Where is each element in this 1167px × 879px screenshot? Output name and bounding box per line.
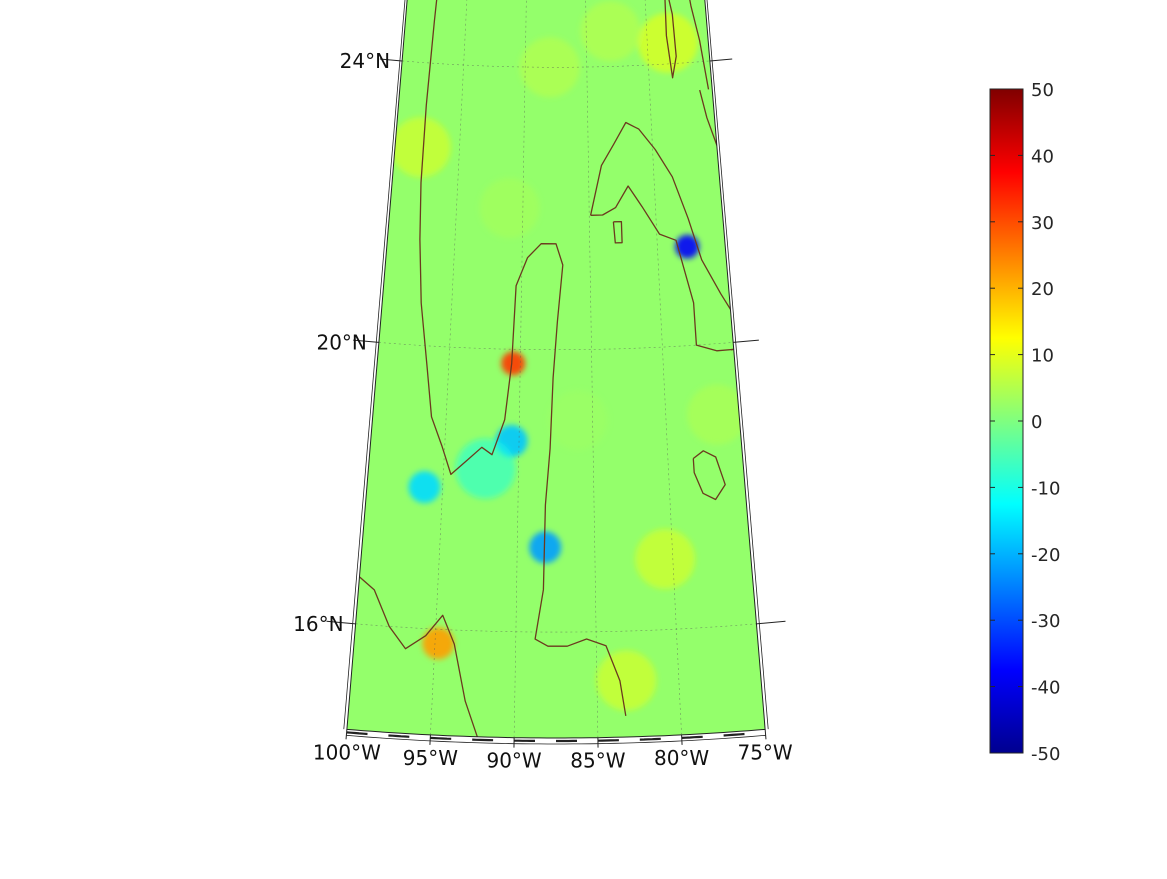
field-anomaly xyxy=(480,178,540,238)
lon-tick-label: 100°W xyxy=(313,740,381,764)
field-anomaly xyxy=(687,385,747,445)
field-anomaly xyxy=(456,439,516,499)
lat-tick-label: 24°N xyxy=(340,49,390,73)
frame-segment xyxy=(388,736,409,737)
colorbar-tick-label: -30 xyxy=(1031,611,1060,632)
colorbar-tick-label: 30 xyxy=(1031,213,1054,234)
frame-segment xyxy=(430,738,451,739)
lon-tick-label: 80°W xyxy=(654,746,709,770)
lon-tick-mark xyxy=(346,729,347,739)
colorbar-tick-label: -20 xyxy=(1031,545,1060,566)
colorbar-tick-label: 40 xyxy=(1031,146,1054,167)
lat-tick-label: 16°N xyxy=(293,612,343,636)
colorbar-tick-label: 20 xyxy=(1031,279,1054,300)
colorbar-tick-label: -10 xyxy=(1031,478,1060,499)
frame-segment xyxy=(347,732,368,734)
field-background xyxy=(347,0,765,738)
frame-segment xyxy=(682,737,703,738)
lon-tick-label: 90°W xyxy=(486,749,541,773)
colorbar-tick-label: 10 xyxy=(1031,346,1054,367)
field-anomaly xyxy=(409,471,441,503)
lat-tick-label: 20°N xyxy=(316,330,366,354)
colorbar-tick-label: 50 xyxy=(1031,80,1054,101)
colorbar-tick-label: -40 xyxy=(1031,678,1060,699)
frame-segment xyxy=(640,739,661,740)
lat-tick-mark xyxy=(710,59,732,61)
map-area xyxy=(347,0,765,738)
colorbar-tick-label: 0 xyxy=(1031,412,1042,433)
lat-tick-mark xyxy=(733,340,759,342)
field-anomaly xyxy=(580,1,640,61)
field-anomaly xyxy=(675,235,699,259)
frame-segment xyxy=(724,734,745,736)
field-anomaly xyxy=(391,117,451,177)
frame-segment xyxy=(598,740,619,741)
field-anomaly xyxy=(596,651,656,711)
field-anomaly xyxy=(635,529,695,589)
lon-tick-mark xyxy=(765,729,766,739)
lat-tick-mark xyxy=(756,621,785,624)
lon-tick-label: 75°W xyxy=(737,740,792,764)
colorbar-tick-label: -50 xyxy=(1031,744,1060,765)
frame-segment xyxy=(472,740,493,741)
colorbar: 50 40 30 20 10 0 -10 -20 -30 -40 -50 xyxy=(990,80,1060,765)
longitude-tick-labels: 100°W 95°W 90°W 85°W 80°W 75°W xyxy=(313,740,793,772)
field-anomaly xyxy=(548,390,608,450)
lon-tick-label: 85°W xyxy=(570,749,625,773)
lon-tick-label: 95°W xyxy=(403,746,458,770)
field-anomaly xyxy=(501,351,525,375)
